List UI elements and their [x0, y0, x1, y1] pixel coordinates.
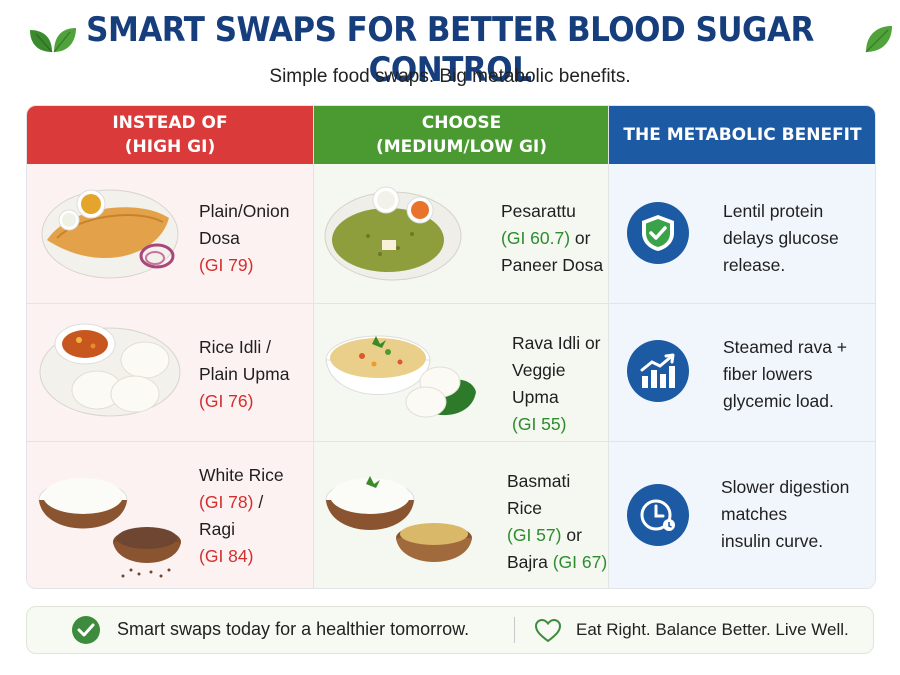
basmati-bajra-bowls-image — [325, 476, 472, 562]
low-gi-food-3: Basmati Rice (GI 57) or Bajra (GI 67) — [507, 468, 609, 576]
benefit-line: fiber lowers — [723, 364, 813, 384]
benefit-line: delays glucose — [723, 228, 839, 248]
column-choose: CHOOSE (MEDIUM/LOW GI) Pesarattu (GI 60.… — [313, 106, 609, 588]
gi-value-high: (GI 79) — [199, 255, 254, 275]
benefit-text-3: Slower digestion matches insulin curve. — [721, 474, 849, 555]
column-header-line-1: THE METABOLIC BENEFIT — [623, 125, 862, 145]
rice-ragi-bowls-image — [38, 478, 181, 578]
benefit-text-1: Lentil protein delays glucose release. — [723, 198, 839, 279]
bar-chart-trend-icon — [627, 340, 689, 402]
swap-table: INSTEAD OF (HIGH GI) Plain/Onion Dosa (G… — [26, 105, 876, 589]
page-header: SMART SWAPS FOR BETTER BLOOD SUGAR CONTR… — [0, 0, 900, 100]
footer-tagline: Eat Right. Balance Better. Live Well. — [576, 620, 849, 639]
column-header-line-1: INSTEAD OF — [112, 113, 228, 133]
gi-value-high: (GI 84) — [199, 546, 254, 566]
food-name-separator: / — [253, 492, 264, 512]
food-name-line: White Rice — [199, 465, 284, 485]
food-name-line: Plain/Onion — [199, 201, 290, 221]
food-name-line: Ragi — [199, 519, 235, 539]
low-gi-food-2: Rava Idli or Veggie Upma (GI 55) — [512, 330, 609, 438]
benefit-line: Lentil protein — [723, 201, 824, 221]
column-header-instead-of: INSTEAD OF (HIGH GI) — [27, 106, 313, 164]
food-name-line: Bajra — [507, 552, 553, 572]
leaf-icon — [865, 26, 892, 53]
heart-icon — [534, 618, 562, 643]
benefit-line: matches — [721, 504, 788, 524]
high-gi-food-1: Plain/Onion Dosa (GI 79) — [199, 198, 289, 279]
food-name-line: Pesarattu — [501, 201, 576, 221]
column-instead-of: INSTEAD OF (HIGH GI) Plain/Onion Dosa (G… — [27, 106, 313, 588]
high-gi-food-2: Rice Idli / Plain Upma (GI 76) — [199, 334, 289, 415]
column-header-line-2: (HIGH GI) — [124, 137, 216, 157]
gi-value-low: (GI 60.7) — [501, 228, 571, 248]
idli-plate-image — [39, 323, 181, 417]
benefit-line: release. — [723, 255, 786, 275]
row-divider — [27, 303, 875, 304]
upma-idli-image — [325, 335, 476, 418]
gi-value-low: (GI 67) — [552, 552, 608, 572]
benefit-text-2: Steamed rava + fiber lowers glycemic loa… — [723, 334, 847, 415]
pesarattu-plate-image — [324, 186, 462, 281]
column-header-line-2: (MEDIUM/LOW GI) — [375, 137, 548, 157]
benefit-line: Slower digestion — [721, 477, 850, 497]
column-header-choose: CHOOSE (MEDIUM/LOW GI) — [314, 106, 609, 164]
footer-slogan: Smart swaps today for a healthier tomorr… — [117, 619, 470, 639]
column-header-line-1: CHOOSE — [421, 113, 502, 133]
food-name-line: Basmati Rice — [507, 471, 571, 518]
high-gi-food-3: White Rice (GI 78) / Ragi (GI 84) — [199, 462, 284, 570]
food-name-separator: or — [570, 228, 591, 248]
food-name-line: Paneer Dosa — [501, 255, 604, 275]
food-name-separator: or — [561, 525, 582, 545]
column-metabolic-benefit: THE METABOLIC BENEFIT Lentil protein del… — [608, 106, 875, 588]
footer-banner: Smart swaps today for a healthier tomorr… — [26, 606, 874, 654]
dosa-plate-image — [41, 189, 179, 279]
food-name-line: Rava Idli or — [512, 333, 601, 353]
food-name-line: Plain Upma — [199, 364, 290, 384]
footer-divider — [514, 617, 515, 643]
gi-value-high: (GI 78) — [199, 492, 254, 512]
gi-value-low: (GI 57) — [507, 525, 562, 545]
shield-check-icon — [627, 202, 689, 264]
column-header-benefit: THE METABOLIC BENEFIT — [609, 106, 875, 164]
leaves-icon — [30, 28, 76, 53]
benefit-line: glycemic load. — [723, 391, 834, 411]
check-circle-icon — [72, 616, 100, 644]
gi-value-low: (GI 55) — [512, 414, 567, 434]
page-title: SMART SWAPS FOR BETTER BLOOD SUGAR CONTR… — [86, 10, 814, 90]
food-name-line: Rice Idli / — [199, 337, 271, 357]
food-name-line: Dosa — [199, 228, 240, 248]
clock-icon — [627, 484, 689, 546]
page-subtitle: Simple food swaps. Big metabolic benefit… — [269, 66, 631, 87]
gi-value-high: (GI 76) — [199, 391, 254, 411]
food-name-line: Veggie Upma — [512, 360, 566, 407]
low-gi-food-1: Pesarattu (GI 60.7) or Paneer Dosa — [501, 198, 603, 279]
row-divider — [27, 441, 875, 442]
benefit-line: insulin curve. — [721, 531, 824, 551]
benefit-line: Steamed rava + — [723, 337, 848, 357]
